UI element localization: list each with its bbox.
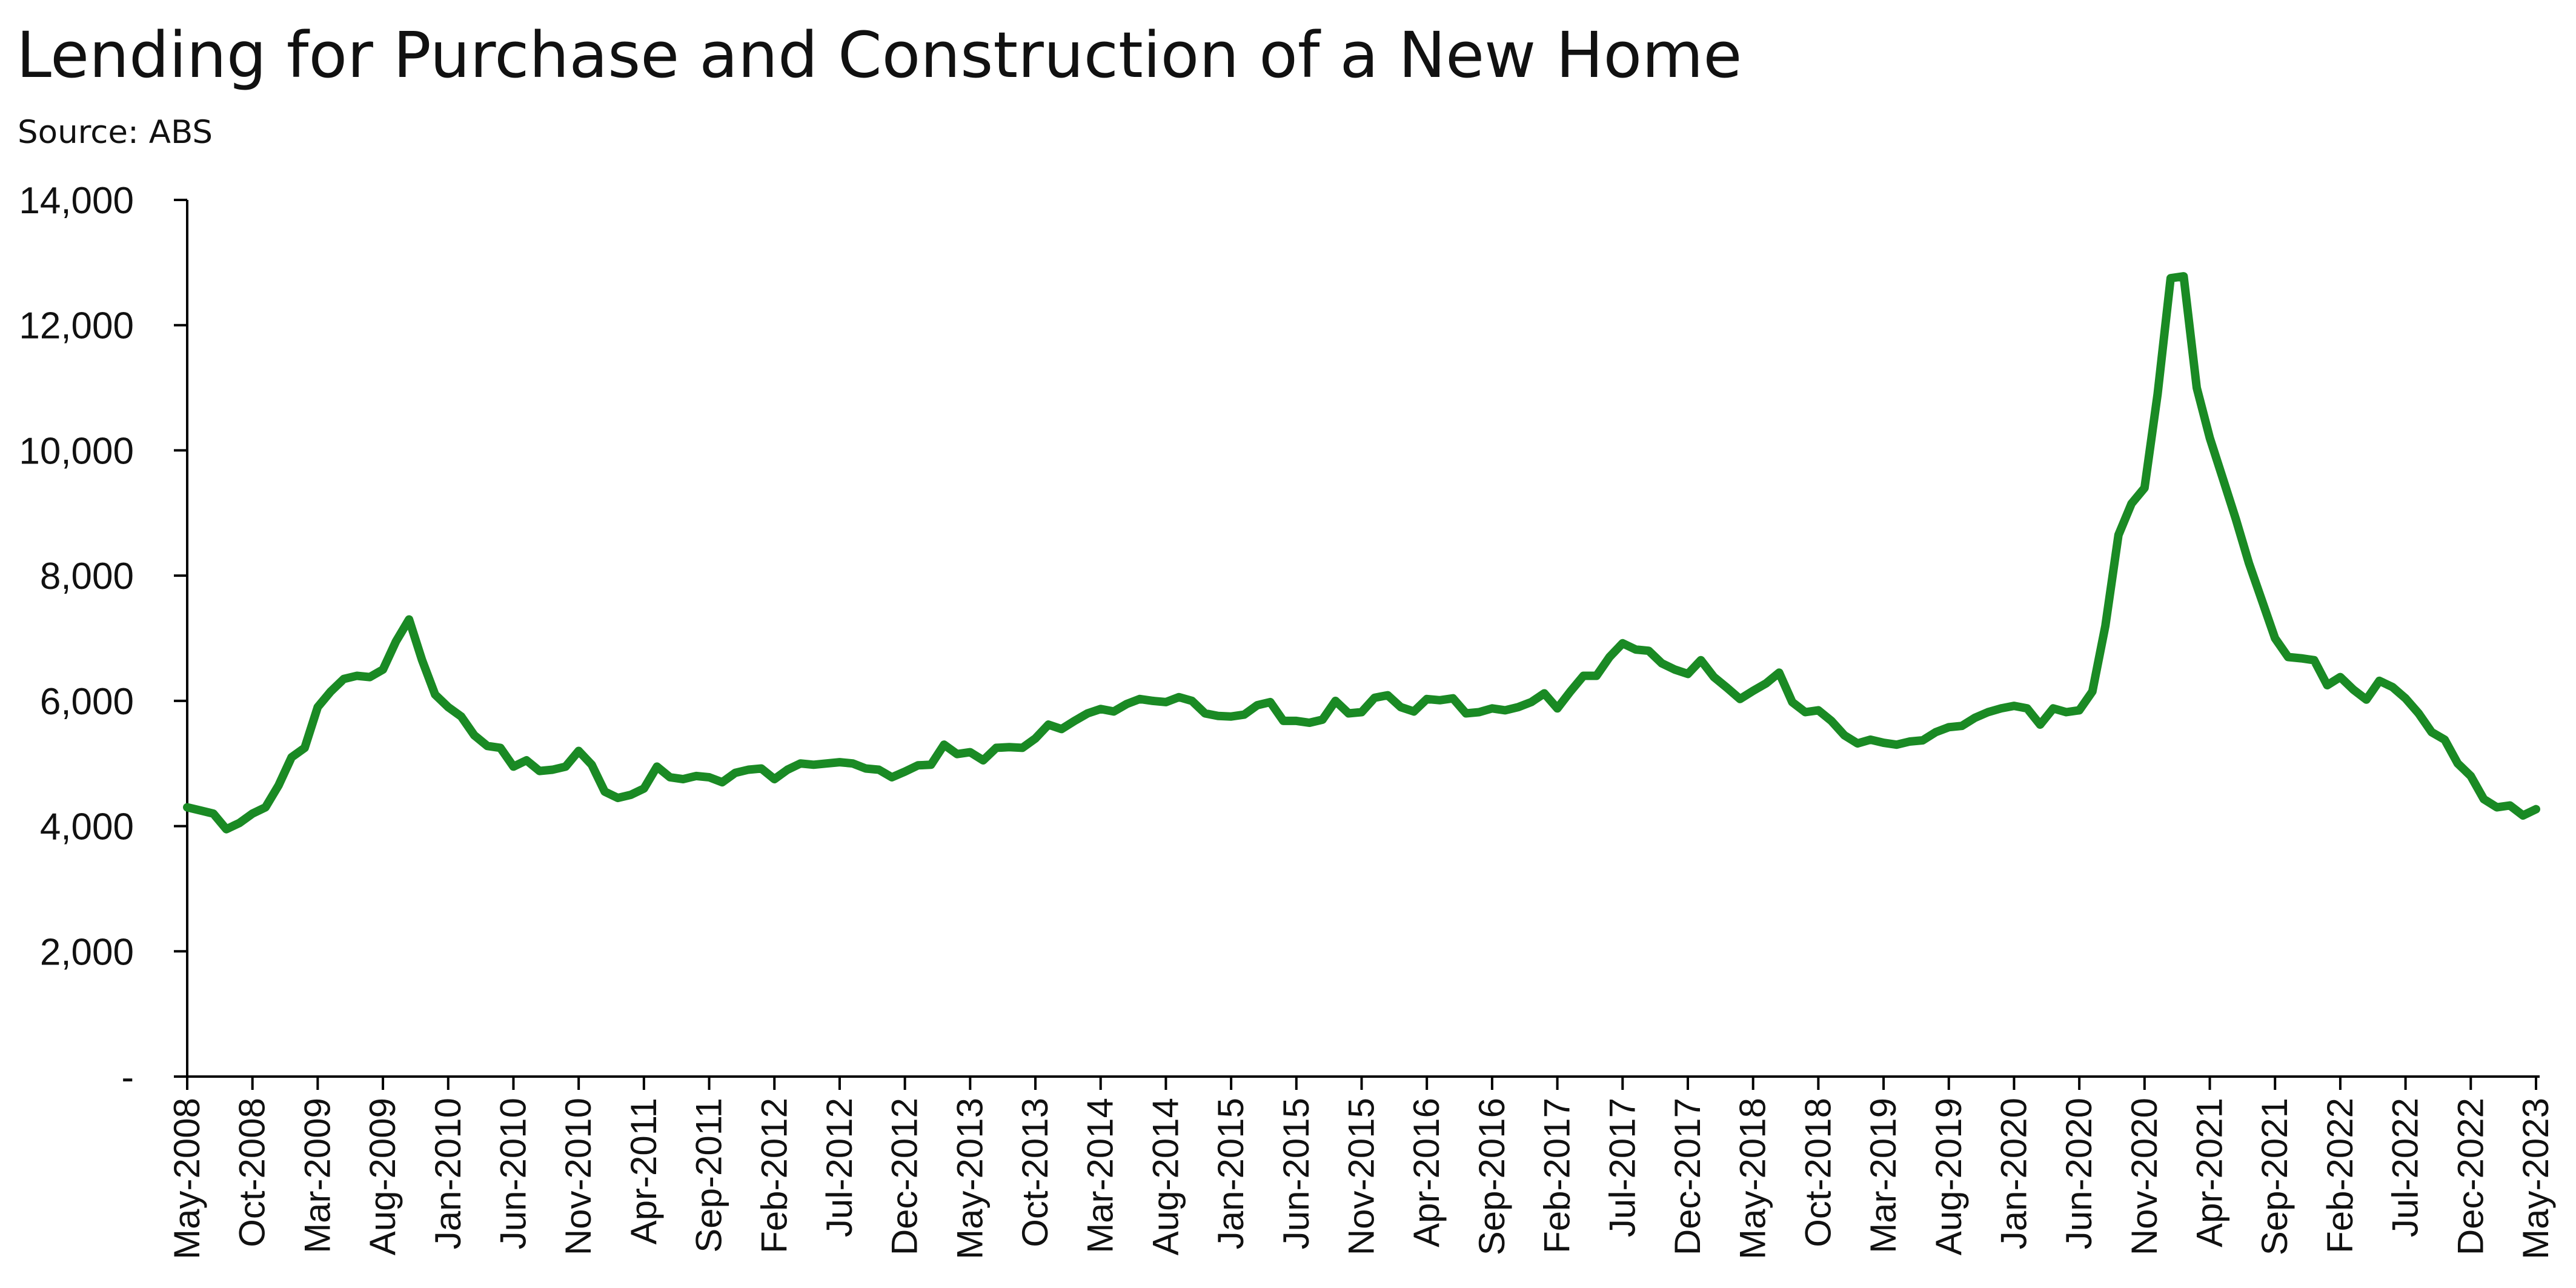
y-tick-label: 6,000 — [40, 681, 134, 723]
x-tick-label: Sep-2021 — [2254, 1098, 2295, 1255]
x-tick-label: Aug-2009 — [362, 1098, 403, 1255]
x-tick-label: Feb-2022 — [2320, 1098, 2360, 1253]
y-axis: - 2,000 4,000 6,000 8,000 10,000 12,000 14,000 — [19, 180, 188, 1098]
x-tick-label: Dec-2012 — [885, 1098, 925, 1255]
x-tick-label: Oct-2008 — [232, 1098, 273, 1247]
x-tick-label: Jul-2017 — [1602, 1098, 1642, 1237]
x-tick-label: Dec-2022 — [2450, 1098, 2491, 1255]
x-tick-label: May-2018 — [1733, 1098, 1773, 1260]
x-tick-label: Nov-2015 — [1341, 1098, 1382, 1255]
x-tick-label: Apr-2011 — [623, 1098, 664, 1244]
x-tick-label: Mar-2019 — [1863, 1098, 1904, 1253]
y-tick-label: 8,000 — [40, 556, 134, 597]
x-tick-label: Aug-2019 — [1928, 1098, 1969, 1255]
x-tick-label: Feb-2017 — [1537, 1098, 1578, 1253]
y-tick-label: 4,000 — [40, 806, 134, 848]
series-line — [183, 272, 2540, 834]
x-axis: May-2008 Oct-2008 Mar-2009 Aug-2009 Jan-2010… — [167, 1075, 2556, 1260]
x-tick-label: Jan-2015 — [1210, 1098, 1251, 1249]
y-tick-label: 2,000 — [40, 931, 134, 973]
x-tick-label: Oct-2013 — [1015, 1098, 1055, 1247]
x-tick-label: Jul-2022 — [2385, 1098, 2426, 1237]
x-tick-label: Oct-2018 — [1798, 1098, 1838, 1247]
x-tick-label: May-2008 — [167, 1098, 207, 1260]
x-tick-label: Jun-2010 — [493, 1098, 533, 1249]
y-tick-label: 12,000 — [19, 305, 134, 347]
chart-subtitle: Source: ABS — [18, 114, 213, 151]
x-tick-label: Feb-2012 — [754, 1098, 794, 1253]
x-tick-label: Aug-2014 — [1145, 1098, 1186, 1255]
x-tick-label: May-2023 — [2515, 1098, 2556, 1260]
x-tick-label: Mar-2009 — [297, 1098, 337, 1253]
x-tick-label: Jan-2010 — [428, 1098, 468, 1249]
x-tick-label: Sep-2011 — [689, 1098, 729, 1253]
x-tick-label: Apr-2021 — [2189, 1098, 2230, 1247]
series-layer — [183, 272, 2540, 834]
x-tick-label: Jun-2015 — [1276, 1098, 1316, 1249]
x-tick-label: Jun-2020 — [2059, 1098, 2099, 1249]
x-tick-label: Jan-2020 — [1993, 1098, 2034, 1249]
x-tick-label: Dec-2017 — [1667, 1098, 1708, 1255]
x-tick-label: Nov-2010 — [558, 1098, 599, 1255]
y-tick-label: 14,000 — [19, 180, 134, 222]
x-tick-label: Mar-2014 — [1080, 1098, 1121, 1253]
x-tick-label: Nov-2020 — [2124, 1098, 2165, 1255]
chart-title: Lending for Purchase and Construction of… — [16, 18, 1742, 92]
x-tick-label: Apr-2016 — [1406, 1098, 1447, 1247]
x-tick-label: May-2013 — [949, 1098, 990, 1260]
x-tick-label: Jul-2012 — [819, 1098, 860, 1237]
x-tick-label: Sep-2016 — [1472, 1098, 1512, 1255]
y-tick-label: - — [121, 1057, 134, 1098]
y-tick-label: 10,000 — [19, 430, 134, 472]
